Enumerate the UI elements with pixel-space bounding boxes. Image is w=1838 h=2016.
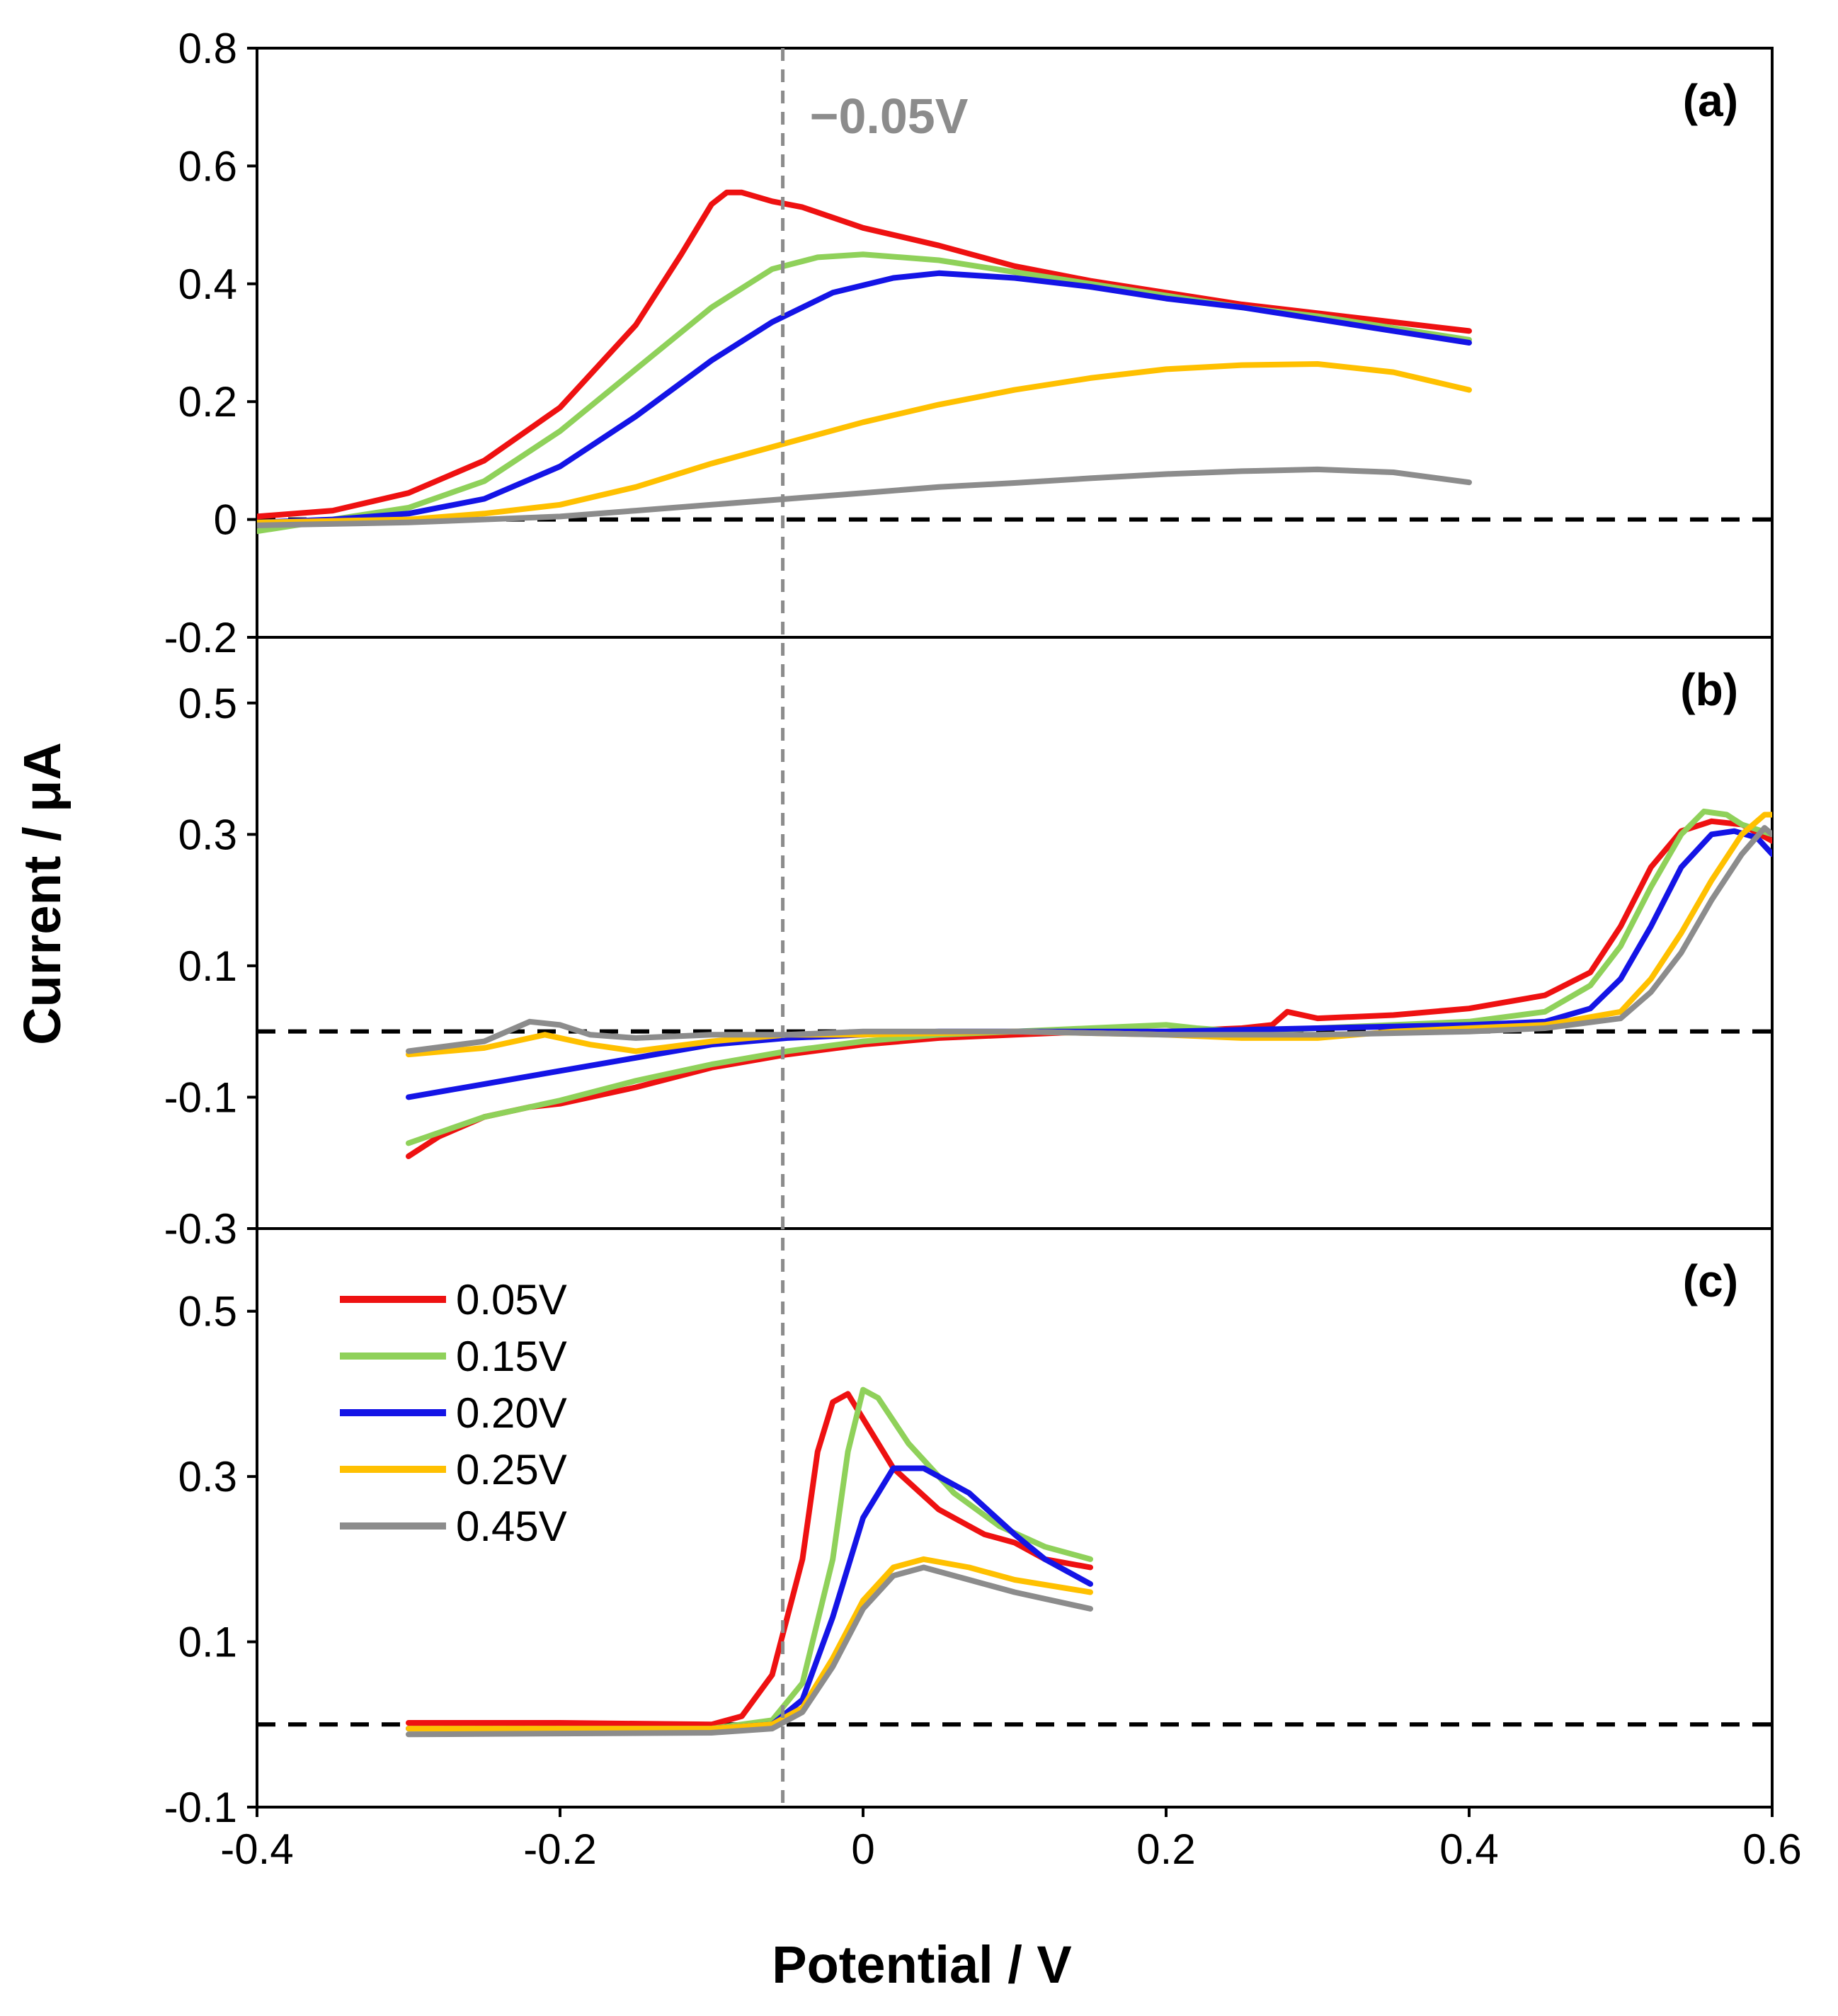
- y-tick-label: 0.4: [178, 261, 237, 308]
- panel-frame: [256, 1227, 1774, 1809]
- series-line-0.45V: [406, 825, 1772, 1054]
- panel-label: (b): [1680, 664, 1738, 715]
- panel-0: -0.2 0 0.2 0.4 0.6 0.8 (a): [164, 25, 1774, 661]
- y-tick-label: -0.3: [164, 1205, 237, 1253]
- legend-label: 0.45V: [456, 1503, 567, 1550]
- y-tick-label: 0.1: [178, 1619, 237, 1666]
- panel-label: (a): [1683, 75, 1738, 126]
- series-line-0.05V: [406, 818, 1772, 1159]
- legend: 0.05V 0.15V 0.20V 0.25V 0.45V: [340, 1276, 567, 1550]
- y-tick-label: -0.2: [164, 614, 237, 661]
- series-line-0.20V: [257, 270, 1472, 525]
- y-tick-label: 0: [214, 496, 237, 544]
- panel-2: -0.1 0.1 0.3 0.5 (c): [164, 1227, 1774, 1831]
- series-group: [257, 189, 1472, 535]
- y-tick-label: 0.8: [178, 25, 237, 72]
- y-tick-label: -0.1: [164, 1074, 237, 1121]
- x-tick-label: 0.6: [1742, 1826, 1801, 1873]
- series-line-0.15V: [257, 251, 1472, 535]
- y-tick-label: 0.5: [178, 1288, 237, 1336]
- series-line-0.45V: [257, 466, 1472, 528]
- x-axis-ticks: -0.4 -0.2 0 0.2 0.4 0.6: [220, 1807, 1802, 1873]
- series-group: [406, 1386, 1093, 1738]
- series-line-0.25V: [257, 361, 1472, 525]
- series-line-0.45V: [406, 1564, 1093, 1738]
- x-tick-label: -0.2: [523, 1826, 596, 1873]
- y-tick-label: 0.3: [178, 811, 237, 858]
- legend-label: 0.15V: [456, 1333, 567, 1380]
- series-group: [406, 808, 1772, 1159]
- series-line-0.05V: [406, 1391, 1093, 1728]
- y-axis-title: Current / μA: [13, 742, 72, 1045]
- panel-frame: [256, 47, 1774, 639]
- y-tick-label: 0.2: [178, 378, 237, 426]
- panel-1: -0.3 -0.1 0.1 0.3 0.5 (b): [164, 636, 1774, 1253]
- y-tick-label: 0.6: [178, 142, 237, 190]
- x-tick-label: 0.2: [1136, 1826, 1195, 1873]
- series-line-0.20V: [406, 828, 1772, 1100]
- panel-frame: [256, 636, 1774, 1230]
- x-tick-label: 0: [851, 1826, 874, 1873]
- y-tick-label: 0.3: [178, 1453, 237, 1500]
- legend-label: 0.20V: [456, 1389, 567, 1437]
- y-tick-label: 0.5: [178, 680, 237, 727]
- legend-label: 0.05V: [456, 1276, 567, 1323]
- series-line-0.25V: [406, 1556, 1093, 1732]
- panel-label: (c): [1683, 1255, 1738, 1306]
- y-tick-label: -0.1: [164, 1784, 237, 1831]
- panels-layer: -0.2 0 0.2 0.4 0.6 0.8 (a) -0.3 -0.1 0.1 0.3 0.5 (b)…: [164, 25, 1774, 1831]
- x-axis-title: Potential / V: [772, 1935, 1072, 1994]
- y-tick-label: 0.1: [178, 942, 237, 990]
- x-tick-label: -0.4: [220, 1826, 293, 1873]
- reference-line-label: −0.05V: [810, 89, 969, 144]
- series-line-0.15V: [406, 1386, 1093, 1732]
- x-tick-label: 0.4: [1439, 1826, 1498, 1873]
- series-line-0.25V: [406, 811, 1772, 1058]
- legend-label: 0.25V: [456, 1446, 567, 1493]
- series-line-0.05V: [257, 189, 1472, 520]
